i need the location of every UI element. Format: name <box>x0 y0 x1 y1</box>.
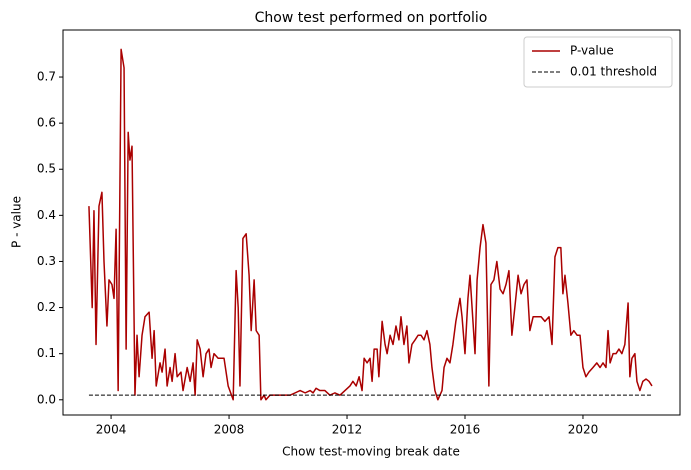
y-tick-label: 0.5 <box>37 162 56 176</box>
x-tick-label: 2020 <box>568 423 599 437</box>
y-tick-label: 0.3 <box>37 254 56 268</box>
chart-title: Chow test performed on portfolio <box>255 10 488 26</box>
y-tick-label: 0.6 <box>37 116 56 130</box>
legend-label: 0.01 threshold <box>570 65 657 79</box>
y-tick-label: 0.2 <box>37 300 56 314</box>
legend: P-value 0.01 threshold <box>523 36 673 88</box>
legend-label: P-value <box>570 44 614 58</box>
x-tick-label: 2016 <box>450 423 481 437</box>
y-tick-label: 0.1 <box>37 346 56 360</box>
y-tick-label: 0.7 <box>37 70 56 84</box>
plot-frame <box>62 29 681 416</box>
x-tick-label: 2012 <box>332 423 363 437</box>
series-line <box>88 48 653 401</box>
x-tick-label: 2008 <box>214 423 245 437</box>
y-axis-label: P - value <box>10 196 24 248</box>
y-tick-label: 0.4 <box>37 208 56 222</box>
x-axis-label: Chow test-moving break date <box>282 445 460 459</box>
legend-box <box>523 36 673 88</box>
x-tick-label: 2004 <box>96 423 127 437</box>
y-tick-label: 0.0 <box>37 392 56 406</box>
